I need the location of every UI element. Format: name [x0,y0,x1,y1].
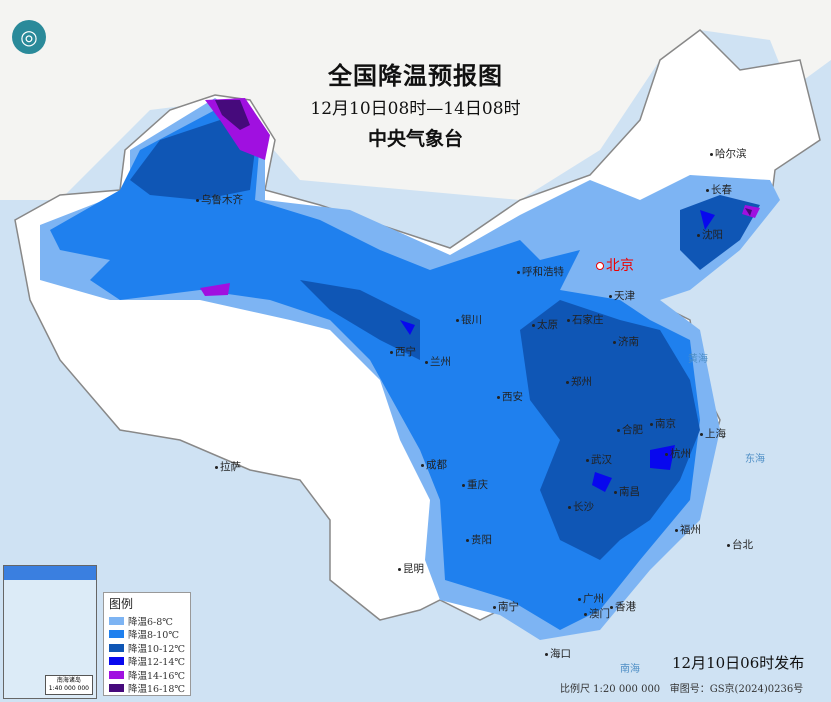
city-label: 沈阳 [697,227,723,242]
review-number: 审图号：GS京(2024)0236号 [669,684,804,695]
city-label: 福州 [675,522,701,537]
city-label: 昆明 [398,561,424,576]
city-label: 兰州 [425,354,451,369]
city-label: 成都 [421,457,447,472]
city-label: 石家庄 [567,312,604,327]
city-label: 长沙 [568,499,594,514]
city-label: 广州 [578,591,604,606]
legend-swatch [109,657,124,666]
city-label: 上海 [700,426,726,441]
legend-item: 降温8-10℃ [109,628,185,642]
scale-and-review: 比例尺 1:20 000 000 审图号：GS京(2024)0236号 [560,680,803,695]
south-china-sea-inset: 南海诸岛 1:40 000 000 [3,565,97,699]
city-label: 呼和浩特 [517,264,564,279]
sea-label: 南海 [620,664,640,675]
legend-label: 降温6-8℃ [128,616,173,628]
cooling-14-16 [200,98,760,296]
city-label: 南昌 [614,484,640,499]
legend-label: 降温16-18℃ [128,684,186,696]
inset-title: 南海诸岛 [56,677,81,684]
city-label: 南京 [650,416,676,431]
city-label: 合肥 [617,422,643,437]
neighbor-land [0,0,831,200]
inset-caption: 南海诸岛 1:40 000 000 [44,675,93,695]
inset-cooling-area [4,566,96,580]
legend-label: 降温14-16℃ [128,670,186,682]
legend-item: 降温14-16℃ [109,668,185,682]
legend-swatch [109,643,124,652]
city-label: 贵阳 [466,532,492,547]
legend-title: 图例 [109,597,134,611]
city-label: 武汉 [586,452,612,467]
forecast-period: 12月10日08时—14日08时 [310,99,521,119]
city-label: 台北 [727,537,753,552]
legend-item: 降温12-14℃ [109,655,186,669]
issue-time: 12月10日06时发布 [672,654,805,672]
city-label: 济南 [613,334,639,349]
cooling-8-10 [50,110,700,630]
legend: 图例 降温6-8℃ 降温8-10℃ 降温10-12℃ 降温12-14℃ 降温14… [103,592,191,696]
legend-swatch [109,684,124,693]
sea-label: 黄海 [688,354,708,365]
city-label: 南宁 [493,599,519,614]
city-label: 重庆 [462,477,488,492]
inset-scale: 1:40 000 000 [48,685,89,692]
city-label: 西安 [497,389,523,404]
city-label: 杭州 [665,446,691,461]
city-label: 海口 [545,646,571,661]
city-label: 香港 [610,599,636,614]
city-label: 太原 [532,317,558,332]
sea-label: 东海 [745,454,765,465]
city-label: 西宁 [390,344,416,359]
legend-item: 降温10-12℃ [109,641,185,655]
city-label: 银川 [456,312,482,327]
legend-item: 降温16-18℃ [109,682,186,696]
cooling-10-12 [130,120,760,560]
legend-swatch [109,616,124,625]
legend-swatch [109,670,124,679]
issuer: 中央气象台 [367,128,463,150]
city-label: 长春 [706,182,732,197]
scale-text: 比例尺 1:20 000 000 [560,684,661,695]
city-label: 乌鲁木齐 [196,192,243,207]
city-label: 天津 [609,288,635,303]
legend-item: 降温6-8℃ [109,614,185,628]
city-label: 哈尔滨 [710,146,747,161]
city-label: 郑州 [566,374,592,389]
legend-label: 降温8-10℃ [128,630,179,642]
city-label: 拉萨 [215,459,241,474]
cma-logo: ◎ [12,20,46,54]
map-title: 全国降温预报图 [328,62,503,90]
legend-label: 降温12-14℃ [128,657,186,669]
legend-label: 降温10-12℃ [128,643,186,655]
legend-swatch [109,630,124,639]
city-label-capital: 北京 [596,255,634,275]
city-label: 澳门 [584,606,610,621]
